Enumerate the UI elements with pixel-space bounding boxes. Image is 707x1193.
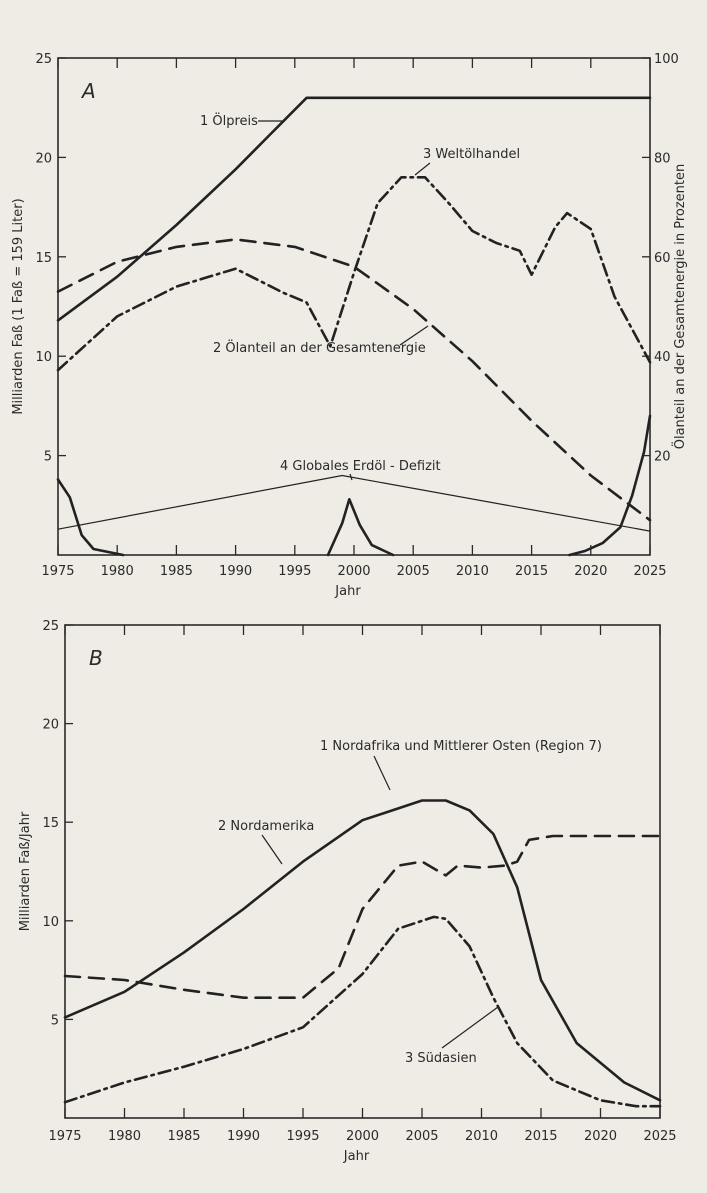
- series-line-1: [56, 96, 652, 322]
- y-right-axis-title: Ölanteil an der Gesamtenergie in Prozent…: [671, 164, 688, 450]
- y-axis-title: Milliarden Faß (1 Faß = 159 Liter): [11, 198, 26, 414]
- x-tick-label: 2025: [633, 564, 666, 579]
- x-axis-title: Jahr: [343, 1149, 370, 1164]
- series-annotation: 4 Globales Erdöl - Defizit: [280, 459, 441, 474]
- series-annotation: 2 Nordamerika: [218, 819, 314, 834]
- y-tick-label: 25: [42, 619, 59, 634]
- x-tick-label: 2015: [515, 564, 548, 579]
- series-annotation: 3 Südasien: [405, 1051, 477, 1066]
- x-axis-title: Jahr: [334, 584, 361, 599]
- y-tick-label: 5: [51, 1013, 59, 1028]
- deficit-hump-1: [56, 478, 125, 557]
- series-annotation: 2 Ölanteil an der Gesamtenergie: [213, 339, 426, 356]
- series-line-3: [63, 915, 662, 1108]
- series-line-2: [63, 799, 662, 1102]
- plot-frame: [64, 624, 661, 1119]
- annotation-leader: [261, 834, 283, 865]
- x-tick-label: 2025: [643, 1129, 676, 1144]
- y-right-tick-label: 100: [654, 52, 679, 67]
- x-tick-label: 1985: [160, 564, 193, 579]
- x-tick-label: 2020: [574, 564, 607, 579]
- x-tick-label: 1995: [278, 564, 311, 579]
- x-tick-label: 2000: [337, 564, 370, 579]
- plot-frame: [57, 57, 651, 556]
- chart-panel-b: 1975 1980 1985 1990 1995 2000 2005 2010 2015 2020…: [18, 619, 677, 1164]
- series-line-3: [56, 238, 652, 522]
- series-annotation: 1 Ölpreis: [200, 112, 258, 129]
- series-line-2: [56, 176, 652, 372]
- y-axis-title: Milliarden Faß/Jahr: [18, 811, 33, 931]
- y-tick-label: 25: [35, 52, 52, 67]
- panel-letter: B: [89, 646, 103, 670]
- y-right-tick-label: 60: [654, 251, 671, 266]
- annotation-leader: [441, 1006, 499, 1049]
- x-tick-label: 2015: [524, 1129, 557, 1144]
- y-tick-label: 15: [35, 251, 52, 266]
- y-right-tick-label: 20: [654, 450, 671, 465]
- x-tick-label: 1995: [286, 1129, 319, 1144]
- x-tick-label: 1980: [101, 564, 134, 579]
- x-tick-label: 2005: [405, 1129, 438, 1144]
- series-line-1: [63, 834, 662, 1000]
- series-annotation: 1 Nordafrika und Mittlerer Osten (Region…: [320, 739, 602, 754]
- x-tick-label: 1985: [167, 1129, 200, 1144]
- y-tick-label: 20: [35, 151, 52, 166]
- panel-letter: A: [80, 79, 96, 103]
- x-tick-label: 2000: [346, 1129, 379, 1144]
- series-annotation: 3 Weltölhandel: [423, 147, 520, 162]
- annotation-leader: [373, 755, 391, 791]
- x-tick-label: 1975: [41, 564, 74, 579]
- annotation-leader: [349, 473, 353, 481]
- x-tick-label: 2010: [456, 564, 489, 579]
- x-tick-label: 1990: [219, 564, 252, 579]
- deficit-hump-2: [326, 497, 395, 557]
- x-tick-label: 1980: [108, 1129, 141, 1144]
- y-right-tick-label: 40: [654, 350, 671, 365]
- deficit-hump-3: [568, 414, 652, 557]
- x-tick-label: 2005: [397, 564, 430, 579]
- y-tick-label: 10: [35, 350, 52, 365]
- y-tick-label: 10: [42, 915, 59, 930]
- x-tick-label: 2010: [465, 1129, 498, 1144]
- x-tick-label: 2020: [584, 1129, 617, 1144]
- y-tick-label: 15: [42, 816, 59, 831]
- y-tick-label: 5: [44, 450, 52, 465]
- y-right-tick-label: 80: [654, 151, 671, 166]
- annotation-leader: [414, 162, 431, 176]
- x-tick-label: 1990: [227, 1129, 260, 1144]
- series-line-4: [57, 474, 651, 532]
- chart-panel-a: 1975 1980 1985 1990 1995 2000 2005 2010 2015 2020…: [11, 52, 688, 599]
- annotation-leader: [399, 325, 429, 346]
- x-tick-label: 1975: [48, 1129, 81, 1144]
- y-tick-label: 20: [42, 718, 59, 733]
